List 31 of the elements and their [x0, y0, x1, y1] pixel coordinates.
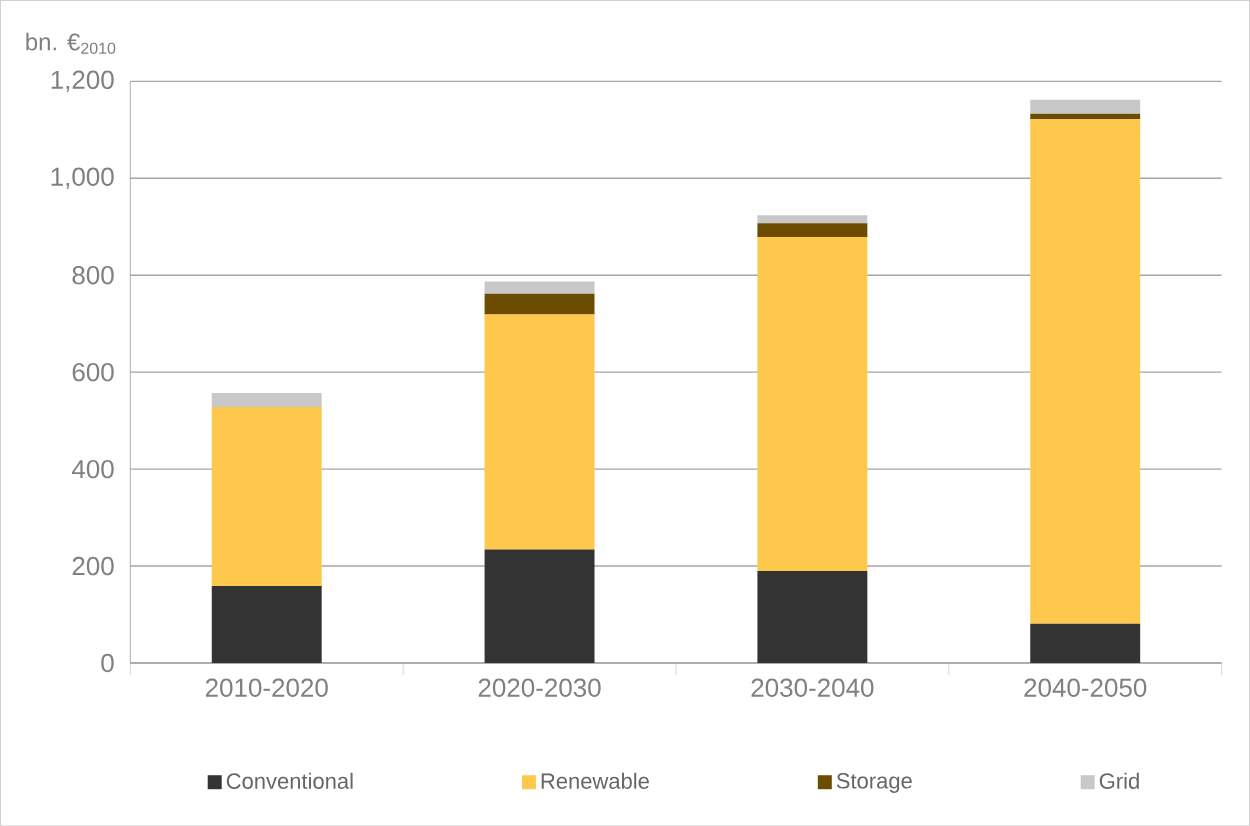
legend-label: Renewable	[541, 772, 649, 789]
bar	[757, 236, 868, 571]
bar	[484, 281, 595, 294]
y-tick-label: 600	[72, 362, 114, 382]
bar	[757, 570, 868, 663]
x-tick-label: 2020-2030	[478, 678, 601, 697]
bar	[211, 585, 322, 663]
bar	[1030, 119, 1141, 624]
bar	[484, 314, 595, 550]
bar	[1030, 623, 1141, 663]
bar	[1030, 113, 1141, 120]
legend-label: Grid	[1099, 772, 1139, 789]
bar	[484, 549, 595, 663]
bar	[211, 392, 322, 407]
x-tick-label: 2040-2050	[1024, 678, 1147, 697]
y-axis-title: bn. €$_{2010}$	[26, 32, 116, 54]
y-tick-label: 1,000	[51, 167, 114, 189]
y-tick-label: 1,200	[51, 70, 114, 92]
x-tick-label: 2030-2040	[751, 678, 874, 697]
legend-label: Conventional	[226, 772, 353, 789]
x-tick-label: 2010-2020	[205, 678, 328, 697]
bar	[1030, 99, 1141, 114]
y-tick-label: 200	[72, 556, 114, 576]
bar	[484, 293, 595, 315]
y-tick-label: 400	[71, 459, 114, 479]
y-tick-label: 0	[101, 653, 114, 673]
bar	[757, 214, 868, 224]
y-tick-label: 800	[72, 265, 114, 285]
bar	[211, 406, 322, 586]
bar	[757, 223, 868, 237]
legend-label: Storage	[836, 772, 912, 793]
